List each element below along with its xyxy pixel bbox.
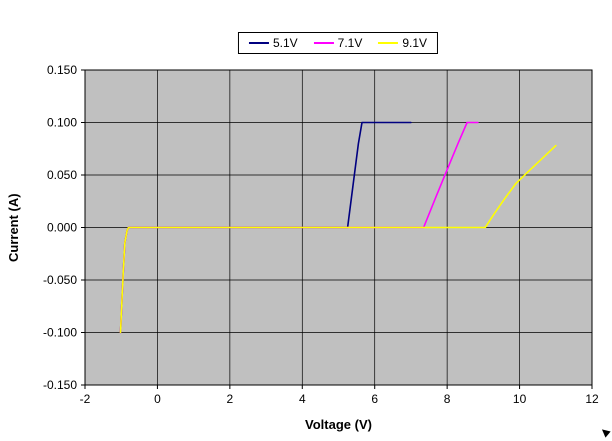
y-tick-label: 0.000 bbox=[47, 221, 77, 235]
x-tick-label: 2 bbox=[227, 392, 234, 406]
x-tick-label: 0 bbox=[154, 392, 161, 406]
y-tick-label: -0.050 bbox=[43, 273, 77, 287]
x-axis-title: Voltage (V) bbox=[305, 417, 372, 432]
y-tick-label: 0.100 bbox=[47, 116, 77, 130]
axis-ticks bbox=[81, 69, 593, 389]
x-tick-label: 10 bbox=[513, 392, 527, 406]
legend-item-9-1v: 9.1V bbox=[378, 36, 427, 50]
legend-swatch-7-1v bbox=[313, 42, 334, 44]
y-tick-label: -0.100 bbox=[43, 326, 77, 340]
x-tick-label: -2 bbox=[80, 392, 91, 406]
y-tick-label: -0.150 bbox=[43, 378, 77, 392]
legend-swatch-9-1v bbox=[378, 42, 399, 44]
legend-label-9-1v: 9.1V bbox=[402, 36, 428, 50]
series-lines bbox=[119, 121, 557, 334]
y-tick-label: 0.050 bbox=[47, 168, 77, 182]
x-tick-label: 12 bbox=[585, 392, 599, 406]
series-line-9.1V bbox=[119, 144, 557, 334]
y-tick-label: 0.150 bbox=[47, 63, 77, 77]
legend-label-5-1v: 5.1V bbox=[272, 36, 298, 50]
legend-item-7-1v: 7.1V bbox=[313, 36, 363, 50]
legend-label-7-1v: 7.1V bbox=[337, 36, 363, 50]
y-axis-title: Current (A) bbox=[6, 193, 21, 262]
x-tick-label: 8 bbox=[444, 392, 451, 406]
x-tick-label: 6 bbox=[371, 392, 378, 406]
legend: 5.1V 7.1V 9.1V bbox=[237, 32, 439, 54]
tick-labels: -2 0 2 4 6 8 10 12 -0.150 -0.100 -0.050 0.000 0.050 0… bbox=[43, 63, 599, 406]
x-tick-label: 4 bbox=[299, 392, 306, 406]
legend-swatch-5-1v bbox=[248, 42, 269, 44]
legend-item-5-1v: 5.1V bbox=[248, 36, 298, 50]
